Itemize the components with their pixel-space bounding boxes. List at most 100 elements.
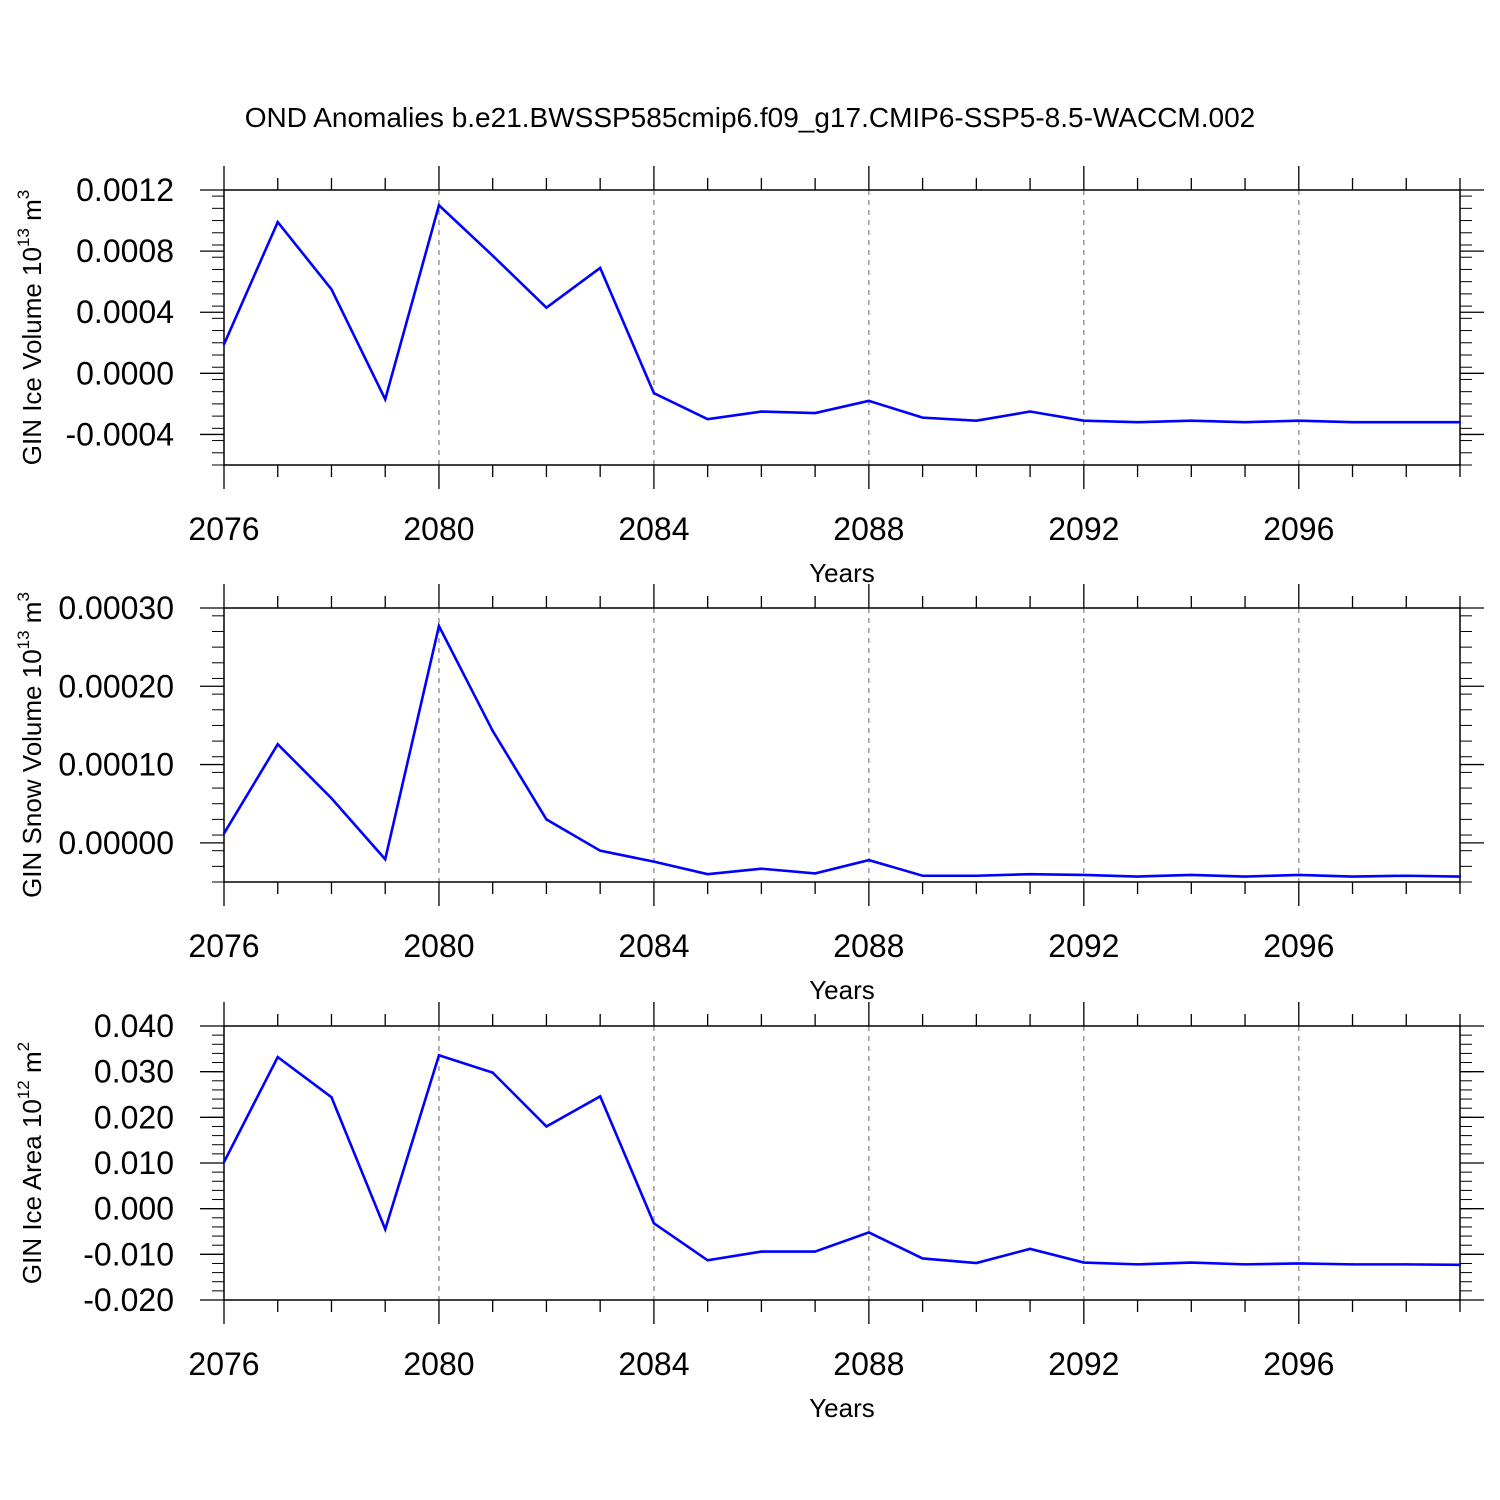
y-axis-label-unit-exp: 3 [14, 592, 33, 601]
panel-2: 2076 2080 2084 2088 2092 2096 0.00030 0.00020 0.… [14, 584, 1484, 1005]
y-axis-label-unit: m [17, 1051, 47, 1080]
data-point [706, 417, 709, 421]
data-point [1028, 872, 1032, 876]
y-axis-label-exp: 12 [14, 1080, 33, 1099]
y-tick-label: 0.010 [94, 1145, 174, 1181]
y-tick-label: 0.030 [94, 1054, 174, 1090]
data-point [1028, 410, 1032, 413]
y-tick-label: 0.00020 [58, 668, 174, 704]
x-tick-label: 2096 [1263, 1346, 1334, 1382]
data-point [330, 288, 333, 291]
y-tick-label: -0.010 [83, 1236, 174, 1272]
data-point [437, 204, 441, 207]
data-point [491, 254, 494, 257]
data-point [706, 872, 709, 876]
x-tick-label: 2088 [833, 1346, 904, 1382]
x-axis-label: Years [809, 1393, 875, 1423]
data-point [491, 1071, 494, 1074]
data-point [384, 1228, 387, 1231]
data-point [1351, 421, 1354, 424]
y-axis-label-main: GIN Ice Volume 10 [17, 247, 47, 465]
data-point [545, 1125, 548, 1128]
data-point [437, 624, 441, 628]
data-point [222, 1160, 226, 1164]
data-point [276, 220, 279, 224]
data-point [1243, 1263, 1247, 1266]
data-point [1297, 1262, 1300, 1265]
plot-frame [223, 607, 1461, 883]
y-axis-label-main: GIN Snow Volume 10 [17, 649, 47, 898]
data-point [652, 860, 656, 863]
x-tick-label: 2084 [618, 511, 689, 547]
y-axis-label: GIN Snow Volume 1013 m3 [14, 592, 47, 898]
y-axis-label-unit: m [17, 602, 47, 631]
data-point [1297, 419, 1300, 422]
data-point [1190, 873, 1193, 877]
data-point [760, 410, 763, 413]
data-point [1243, 421, 1247, 424]
data-point [921, 874, 924, 877]
data-point [598, 266, 602, 270]
x-tick-label: 2076 [188, 928, 259, 964]
data-point [1405, 421, 1408, 424]
y-axis-label: GIN Ice Volume 1013 m3 [14, 190, 47, 466]
data-point [975, 874, 978, 877]
data-point [384, 858, 387, 861]
x-tick-label: 2080 [403, 928, 474, 964]
data-point [1458, 1263, 1462, 1267]
data-point [1082, 419, 1086, 422]
data-point [1458, 421, 1462, 424]
data-point [1351, 875, 1354, 878]
y-tick-label: 0.0012 [76, 172, 174, 208]
data-point [921, 1257, 924, 1260]
data-point [598, 1095, 602, 1098]
x-axis-label: Years [809, 975, 875, 1005]
x-tick-label: 2092 [1048, 1346, 1119, 1382]
data-point [1351, 1263, 1354, 1266]
data-point [1405, 874, 1408, 877]
x-tick-label: 2096 [1263, 511, 1334, 547]
data-point [813, 872, 817, 875]
x-tick-label: 2080 [403, 511, 474, 547]
y-axis-label-main: GIN Ice Area 10 [17, 1099, 47, 1284]
data-point [867, 399, 871, 403]
data-point [760, 867, 763, 870]
data-point [1458, 875, 1462, 878]
figure-title: OND Anomalies b.e21.BWSSP585cmip6.f09_g1… [245, 102, 1256, 133]
y-axis-label-unit-exp: 2 [14, 1042, 33, 1051]
data-point [437, 1054, 441, 1057]
x-tick-label: 2088 [833, 511, 904, 547]
series-line [222, 1053, 1461, 1267]
series-line [222, 202, 1460, 424]
y-axis-label-exp: 13 [14, 630, 33, 649]
x-tick-label: 2092 [1048, 928, 1119, 964]
y-tick-label: 0.00010 [58, 747, 174, 783]
y-tick-label: 0.00030 [58, 590, 174, 626]
data-point [867, 858, 871, 862]
data-point [975, 419, 978, 422]
data-point [545, 818, 548, 821]
y-tick-label: -0.020 [83, 1282, 174, 1318]
data-point [1136, 1263, 1139, 1266]
data-point [1136, 875, 1139, 878]
data-point [276, 743, 279, 746]
data-point [706, 1259, 709, 1262]
data-point [1405, 1263, 1408, 1266]
data-point [760, 1250, 763, 1253]
data-point [222, 343, 226, 346]
data-point [975, 1261, 978, 1265]
data-point [384, 398, 387, 401]
x-tick-label: 2088 [833, 928, 904, 964]
data-point [1136, 421, 1139, 424]
y-tick-label: 0.040 [94, 1008, 174, 1044]
data-point [1243, 875, 1247, 878]
y-tick-label: 0.020 [94, 1099, 174, 1135]
x-tick-label: 2084 [618, 1346, 689, 1382]
data-point [222, 832, 226, 835]
y-tick-label: 0.0004 [76, 294, 174, 330]
panel-3: 2076 2080 2084 2088 2092 2096 0.040 0.030 0.020 0… [14, 1002, 1484, 1423]
data-point [1297, 873, 1300, 877]
y-axis-label-unit: m [17, 199, 47, 228]
panel-1: 2076 2080 2084 2088 2092 2096 0.0012 0.0008 0.00… [14, 166, 1484, 588]
y-tick-label: -0.0004 [65, 416, 174, 452]
